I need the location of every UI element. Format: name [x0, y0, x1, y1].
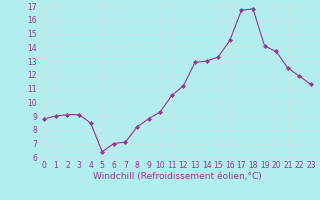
- X-axis label: Windchill (Refroidissement éolien,°C): Windchill (Refroidissement éolien,°C): [93, 172, 262, 181]
